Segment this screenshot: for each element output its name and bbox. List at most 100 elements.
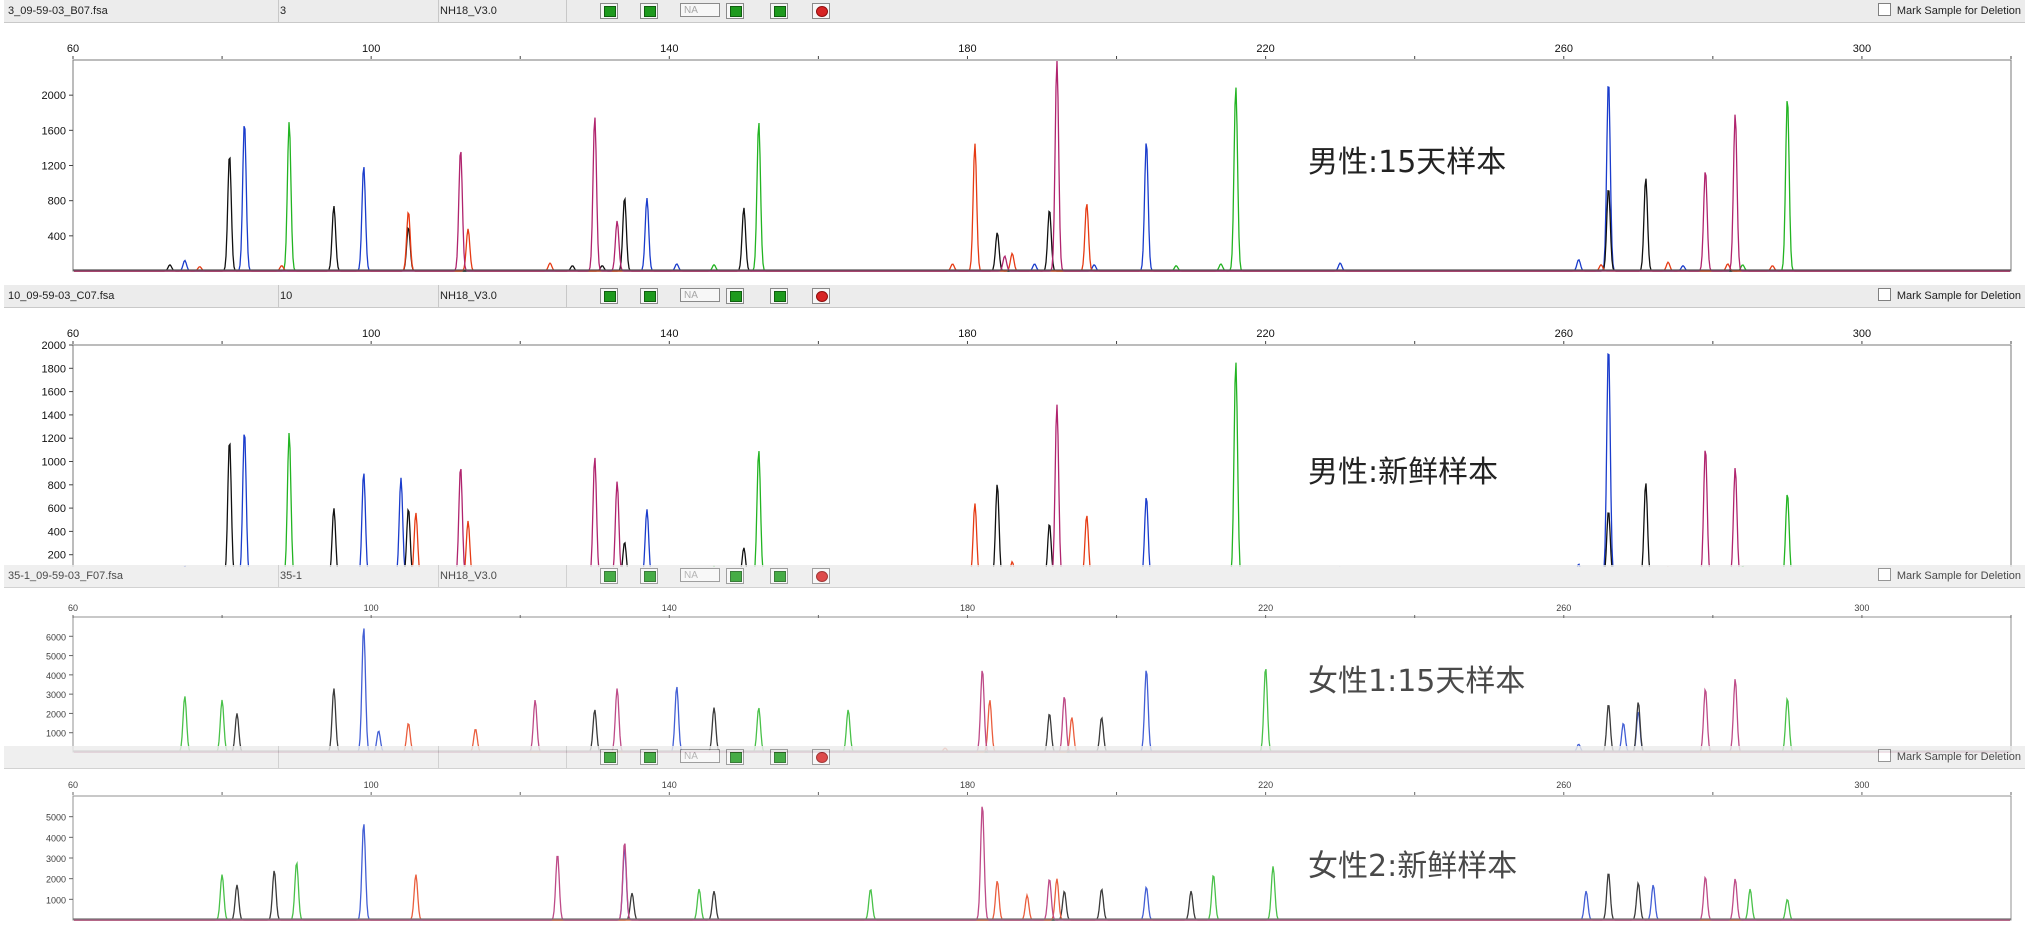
electropherogram-plot[interactable]: 60 100 140 180 220 260 300 1000 2000 3000 4000 5000… [0,768,2029,933]
mark-for-deletion-label: Mark Sample for Deletion [1896,751,2021,763]
electropherogram-plot[interactable]: 60 100 140 180 220 260 300 400 800 1200 1600 2000 男性… [0,22,2029,282]
quality-flag-green-icon[interactable] [770,568,788,584]
sample-number[interactable] [276,746,439,768]
quality-flag-green-icon[interactable] [600,3,618,19]
x-tick-label: 100 [362,328,380,340]
x-tick-label: 180 [960,603,975,613]
sample-file-name[interactable]: 10_09-59-03_C07.fsa [4,285,279,307]
quality-flag-green-icon[interactable] [770,749,788,765]
stop-flag-icon[interactable] [812,749,830,765]
plot-frame [72,795,2012,921]
y-tick-label: 600 [48,503,66,515]
sample-file-name[interactable] [4,746,279,768]
y-tick-label: 2000 [46,875,66,885]
electropherogram-plot[interactable]: 60 100 140 180 220 260 300 1000 2000 3000 4000 5000… [0,587,2029,757]
electropherogram-panel-2: 10_09-59-03_C07.fsa 10 NH18_V3.0 NA Mark… [0,285,2029,567]
plot-frame [72,59,2012,272]
checkbox-icon[interactable] [1877,3,1891,16]
quality-flags: NA [564,0,848,22]
x-tick-label: 60 [68,603,78,613]
y-tick-label: 2000 [46,709,66,719]
quality-flag-green-icon[interactable] [726,3,744,19]
x-tick-label: 220 [1258,780,1273,790]
x-tick-label: 60 [67,328,79,340]
quality-flag-green-icon[interactable] [770,288,788,304]
panel-name[interactable]: NH18_V3.0 [436,285,567,307]
x-tick-label: 140 [662,780,677,790]
x-tick-label: 60 [68,780,78,790]
quality-flag-green-icon[interactable] [600,749,618,765]
x-tick-label: 140 [662,603,677,613]
sample-number[interactable]: 10 [276,285,439,307]
mark-for-deletion-label: Mark Sample for Deletion [1896,5,2021,17]
x-tick-label: 220 [1258,603,1273,613]
mark-for-deletion-label: Mark Sample for Deletion [1896,570,2021,582]
x-tick-label: 100 [364,780,379,790]
x-tick-label: 260 [1556,780,1571,790]
quality-flag-green-icon[interactable] [640,3,658,19]
checkbox-icon[interactable] [1877,288,1891,301]
x-tick-label: 180 [958,328,976,340]
quality-flag-green-icon[interactable] [600,568,618,584]
y-tick-label: 2000 [42,90,66,102]
panel-name[interactable]: NH18_V3.0 [436,0,567,22]
mark-for-deletion[interactable]: Mark Sample for Deletion [1877,565,2021,587]
y-tick-label: 4000 [46,671,66,681]
stop-flag-icon[interactable] [812,288,830,304]
y-tick-label: 1400 [42,410,66,422]
x-tick-label: 180 [958,43,976,55]
mark-for-deletion[interactable]: Mark Sample for Deletion [1877,746,2021,768]
sample-number[interactable]: 3 [276,0,439,22]
x-tick-label: 220 [1256,43,1274,55]
panel-name[interactable]: NH18_V3.0 [436,565,567,587]
x-tick-label: 140 [660,328,678,340]
y-tick-label: 3000 [46,690,66,700]
sample-header: 35-1_09-59-03_F07.fsa 35-1 NH18_V3.0 NA … [4,565,2025,588]
sample-annotation: 女性1:15天样本 [1308,664,1525,699]
x-tick-label: 180 [960,780,975,790]
x-tick-label: 300 [1854,780,1869,790]
y-tick-label: 1200 [42,161,66,173]
quality-flag-green-icon[interactable] [640,568,658,584]
quality-flag-na[interactable]: NA [680,568,720,582]
y-tick-label: 1200 [42,433,66,445]
checkbox-icon[interactable] [1877,749,1891,762]
x-tick-label: 100 [362,43,380,55]
sample-file-name[interactable]: 35-1_09-59-03_F07.fsa [4,565,279,587]
sample-annotation: 女性2:新鲜样本 [1308,849,1517,884]
quality-flag-na[interactable]: NA [680,749,720,763]
checkbox-icon[interactable] [1877,568,1891,581]
y-tick-label: 1000 [46,895,66,905]
mark-for-deletion[interactable]: Mark Sample for Deletion [1877,285,2021,307]
quality-flag-green-icon[interactable] [640,288,658,304]
y-tick-label: 400 [48,231,66,243]
sample-number[interactable]: 35-1 [276,565,439,587]
series-line-purple [74,806,2010,921]
quality-flag-green-icon[interactable] [640,749,658,765]
y-tick-label: 1800 [42,363,66,375]
x-tick-label: 260 [1555,43,1573,55]
stop-flag-icon[interactable] [812,3,830,19]
mark-for-deletion-label: Mark Sample for Deletion [1896,290,2021,302]
mark-for-deletion[interactable]: Mark Sample for Deletion [1877,0,2021,22]
panel-name[interactable] [436,746,567,768]
electropherogram-panel-3: 35-1_09-59-03_F07.fsa 35-1 NH18_V3.0 NA … [0,565,2029,753]
y-tick-label: 800 [48,196,66,208]
quality-flag-green-icon[interactable] [726,568,744,584]
quality-flag-green-icon[interactable] [726,749,744,765]
quality-flag-green-icon[interactable] [726,288,744,304]
quality-flag-green-icon[interactable] [600,288,618,304]
stop-flag-icon[interactable] [812,568,830,584]
sample-header: 10_09-59-03_C07.fsa 10 NH18_V3.0 NA Mark… [4,285,2025,308]
plot-frame [72,616,2012,753]
quality-flag-na[interactable]: NA [680,3,720,17]
quality-flag-na[interactable]: NA [680,288,720,302]
x-tick-label: 260 [1556,603,1571,613]
sample-file-name[interactable]: 3_09-59-03_B07.fsa [4,0,279,22]
x-tick-label: 140 [660,43,678,55]
quality-flag-green-icon[interactable] [770,3,788,19]
x-tick-label: 60 [67,43,79,55]
electropherogram-plot[interactable]: 60 100 140 180 220 260 300 200 400 600 800 1000 1200… [0,307,2029,567]
y-tick-label: 800 [48,480,66,492]
sample-header: NA Mark Sample for Deletion [4,746,2025,769]
